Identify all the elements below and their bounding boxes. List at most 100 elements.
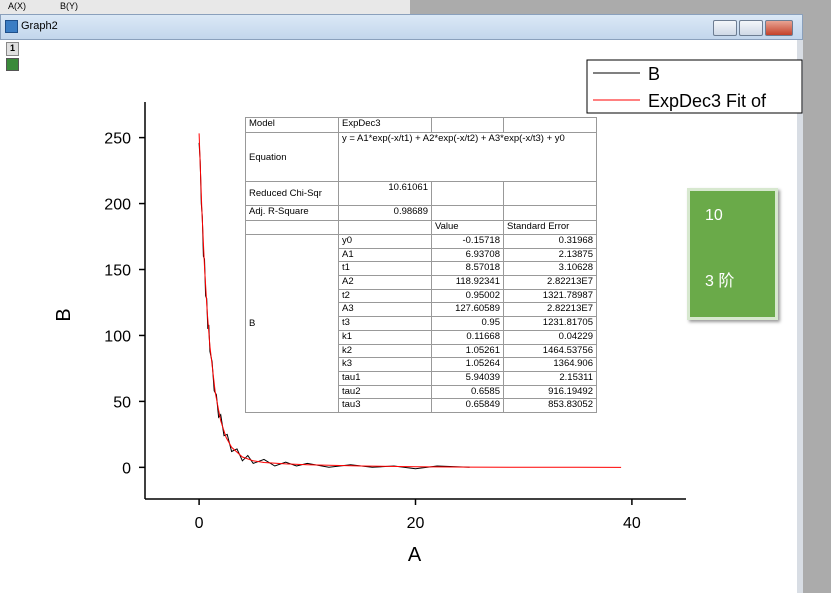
row-value: y = A1*exp(-x/t1) + A2*exp(-x/t2) + A3*e… <box>338 132 597 182</box>
row-label: Equation <box>245 132 339 182</box>
table-row: Equation y = A1*exp(-x/t1) + A2*exp(-x/t2… <box>245 132 597 182</box>
param-value: 1231.81705 <box>503 316 597 331</box>
param-name: A2 <box>338 275 432 290</box>
table-row: tau3 0.65849 853.83052 <box>246 398 597 413</box>
table-row: tau2 0.6585 916.19492 <box>246 384 597 400</box>
y-axis-title: B <box>53 308 75 321</box>
param-value: 0.31968 <box>503 234 597 249</box>
y-tick-label: 250 <box>104 131 131 148</box>
table-row: tau1 5.94039 2.15311 <box>246 370 597 386</box>
param-value: -0.15718 <box>431 234 504 249</box>
row-label: Model <box>245 117 339 133</box>
table-row: Adj. R-Square 0.98689 <box>245 205 597 221</box>
param-value: 1.05264 <box>431 357 504 372</box>
param-name: k3 <box>338 357 432 372</box>
window-title: Graph2 <box>21 20 58 32</box>
param-value: 2.82213E7 <box>503 302 597 318</box>
param-value: 118.92341 <box>431 275 504 290</box>
table-row: k2 1.05261 1464.53756 <box>246 343 597 359</box>
param-value: 0.11668 <box>431 329 504 345</box>
layer-button[interactable]: 1 <box>6 42 19 56</box>
param-name: tau2 <box>338 384 432 400</box>
param-name: A1 <box>338 247 432 263</box>
param-value: 2.15311 <box>503 370 597 386</box>
close-button[interactable] <box>765 20 793 36</box>
row-value: 10.61061 <box>338 181 432 206</box>
table-row: Model ExpDec3 <box>245 117 597 133</box>
y-tick-label: 50 <box>113 394 131 411</box>
empty-cell <box>431 205 504 221</box>
param-name: y0 <box>338 234 432 249</box>
title-bar: Graph2 <box>0 14 803 40</box>
x-tick-label: 20 <box>407 515 425 532</box>
x-tick-label: 0 <box>195 515 204 532</box>
table-row: t2 0.95002 1321.78987 <box>246 288 597 304</box>
legend-label: B <box>648 64 660 84</box>
row-label: Adj. R-Square <box>245 205 339 221</box>
column-header: Standard Error <box>503 220 597 235</box>
column-header: Value <box>431 220 504 235</box>
param-value: 0.6585 <box>431 384 504 400</box>
x-axis-title: A <box>408 544 422 566</box>
param-value: 0.95 <box>431 316 504 331</box>
param-value: 3.10628 <box>503 261 597 277</box>
param-value: 6.93708 <box>431 247 504 263</box>
param-name: t1 <box>338 261 432 277</box>
fit-table: Model ExpDec3 Equation y = A1*exp(-x/t1) + … <box>245 117 597 413</box>
table-row: A2 118.92341 2.82213E7 <box>246 275 597 290</box>
minimize-button[interactable] <box>713 20 737 36</box>
param-value: 1464.53756 <box>503 343 597 359</box>
y-tick-label: 0 <box>122 460 131 477</box>
param-value: 2.82213E7 <box>503 275 597 290</box>
param-value: 2.13875 <box>503 247 597 263</box>
param-value: 916.19492 <box>503 384 597 400</box>
x-tick-label: 40 <box>623 515 641 532</box>
param-name: tau3 <box>338 398 432 413</box>
row-label: Reduced Chi-Sqr <box>245 181 339 206</box>
param-value: 0.95002 <box>431 288 504 304</box>
param-name: t2 <box>338 288 432 304</box>
column-header[interactable]: A(X) <box>8 1 26 11</box>
param-name: tau1 <box>338 370 432 386</box>
note-text: 3 阶 <box>705 273 735 290</box>
row-value: ExpDec3 <box>338 117 432 133</box>
note-text: 10 <box>705 207 723 224</box>
param-value: 0.04229 <box>503 329 597 345</box>
param-name: k2 <box>338 343 432 359</box>
empty-cell <box>245 220 339 235</box>
empty-cell <box>503 181 597 206</box>
lock-icon[interactable] <box>6 58 19 71</box>
empty-cell <box>503 205 597 221</box>
group-label: B <box>245 234 339 413</box>
empty-cell <box>431 181 504 206</box>
y-tick-label: 200 <box>104 197 131 214</box>
legend-label: ExpDec3 Fit of <box>648 91 767 111</box>
row-value: 0.98689 <box>338 205 432 221</box>
y-tick-label: 150 <box>104 263 131 280</box>
param-value: 853.83052 <box>503 398 597 413</box>
param-value: 5.94039 <box>431 370 504 386</box>
param-value: 1364.906 <box>503 357 597 372</box>
note-box: 10 3 阶 <box>687 188 778 320</box>
data-line <box>198 133 622 468</box>
empty-cell <box>338 220 432 235</box>
param-value: 1.05261 <box>431 343 504 359</box>
column-header[interactable]: B(Y) <box>60 1 78 11</box>
maximize-button[interactable] <box>739 20 763 36</box>
param-value: 1321.78987 <box>503 288 597 304</box>
param-name: A3 <box>338 302 432 318</box>
param-value: 127.60589 <box>431 302 504 318</box>
table-row: Value Standard Error <box>245 220 597 235</box>
empty-cell <box>503 117 597 133</box>
table-row: Reduced Chi-Sqr 10.61061 <box>245 181 597 206</box>
param-name: k1 <box>338 329 432 345</box>
table-row: t1 8.57018 3.10628 <box>246 261 597 277</box>
table-row: k3 1.05264 1364.906 <box>246 357 597 372</box>
table-row: A1 6.93708 2.13875 <box>246 247 597 263</box>
empty-cell <box>431 117 504 133</box>
legend-box <box>586 59 803 114</box>
table-row: k1 0.11668 0.04229 <box>246 329 597 345</box>
